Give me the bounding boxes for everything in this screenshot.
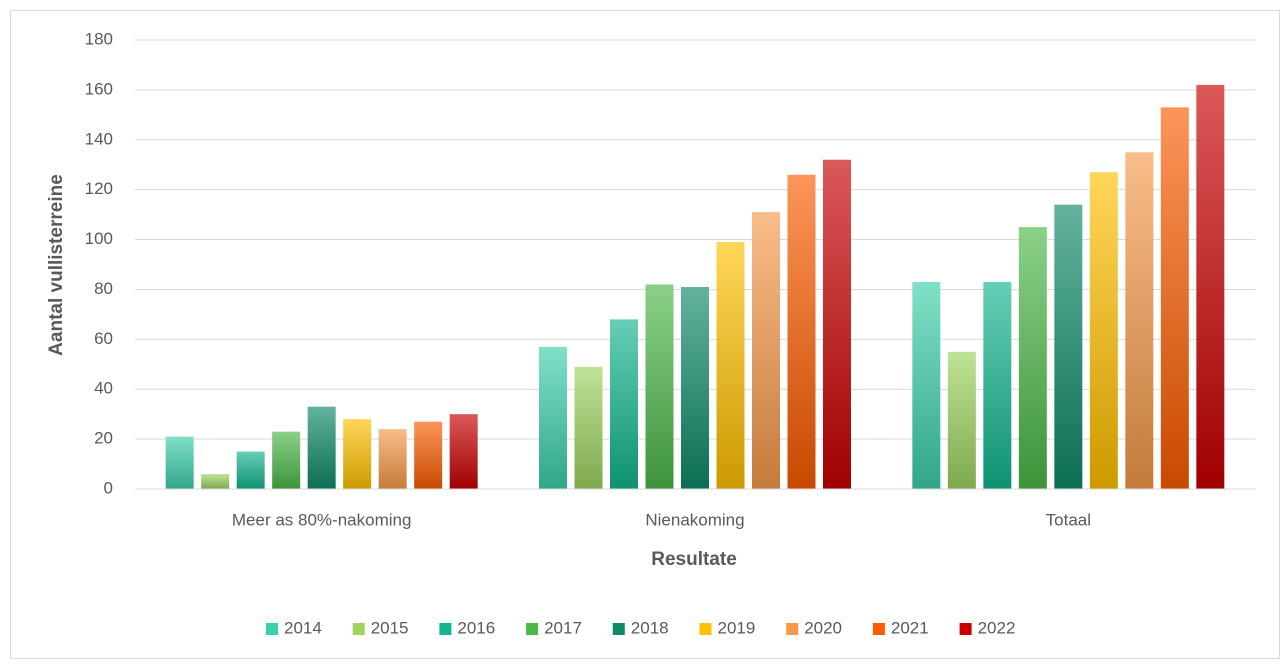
bar <box>201 474 230 489</box>
bar <box>912 281 941 489</box>
legend-label: 2017 <box>544 618 582 637</box>
bar <box>165 436 194 489</box>
bar <box>574 366 603 489</box>
bar <box>716 242 745 489</box>
y-tick-label: 140 <box>85 129 113 148</box>
legend-swatch <box>526 623 539 635</box>
y-tick-label: 80 <box>94 279 113 298</box>
bar <box>681 286 709 489</box>
y-tick-label: 120 <box>85 179 113 198</box>
y-tick-label: 180 <box>85 29 113 48</box>
x-tick-label: Totaal <box>1046 510 1091 529</box>
bar <box>1018 227 1047 490</box>
bar <box>823 159 851 489</box>
bar <box>1160 107 1189 489</box>
legend-label: 2014 <box>284 618 322 637</box>
bar <box>378 429 407 489</box>
legend-label: 2015 <box>371 618 409 637</box>
bar <box>787 174 816 489</box>
bar <box>645 284 674 489</box>
legend-swatch <box>352 623 365 635</box>
bar <box>610 319 638 489</box>
legend-label: 2016 <box>457 618 495 637</box>
legend-swatch <box>439 623 452 635</box>
y-tick-label: 160 <box>85 79 113 98</box>
legend-swatch <box>786 623 799 635</box>
bar <box>307 406 336 489</box>
bar <box>947 351 976 489</box>
bar <box>449 414 478 489</box>
legend-label: 2020 <box>804 618 842 637</box>
legend-swatch <box>612 623 625 635</box>
legend-label: 2021 <box>891 618 929 637</box>
bar <box>1196 84 1225 490</box>
legend-swatch <box>266 623 278 635</box>
bar <box>1125 152 1154 489</box>
y-tick-label: 0 <box>104 478 113 497</box>
bar <box>343 419 372 489</box>
y-tick-label: 20 <box>94 429 113 448</box>
y-tick-label: 100 <box>85 229 113 248</box>
bar <box>752 212 780 489</box>
bar <box>414 421 443 489</box>
bar <box>272 431 301 489</box>
legend-swatch <box>872 623 885 635</box>
bar <box>1089 172 1118 489</box>
x-tick-label: Nienakoming <box>645 510 744 529</box>
x-axis-title: Resultate <box>651 549 737 570</box>
legend-swatch <box>959 623 972 635</box>
legend-swatch <box>699 623 712 635</box>
y-tick-label: 60 <box>94 329 113 348</box>
legend-label: 2018 <box>631 618 669 637</box>
chart-frame <box>10 10 1280 659</box>
legend-label: 2022 <box>978 618 1016 637</box>
legend-label: 2019 <box>718 618 756 637</box>
bar <box>983 281 1012 489</box>
x-tick-label: Meer as 80%-nakoming <box>232 510 412 529</box>
bar <box>1054 204 1083 489</box>
bar <box>236 451 265 489</box>
y-tick-label: 40 <box>94 379 113 398</box>
y-axis-title: Aantal vullisterreine <box>46 174 67 356</box>
bar <box>539 346 567 489</box>
